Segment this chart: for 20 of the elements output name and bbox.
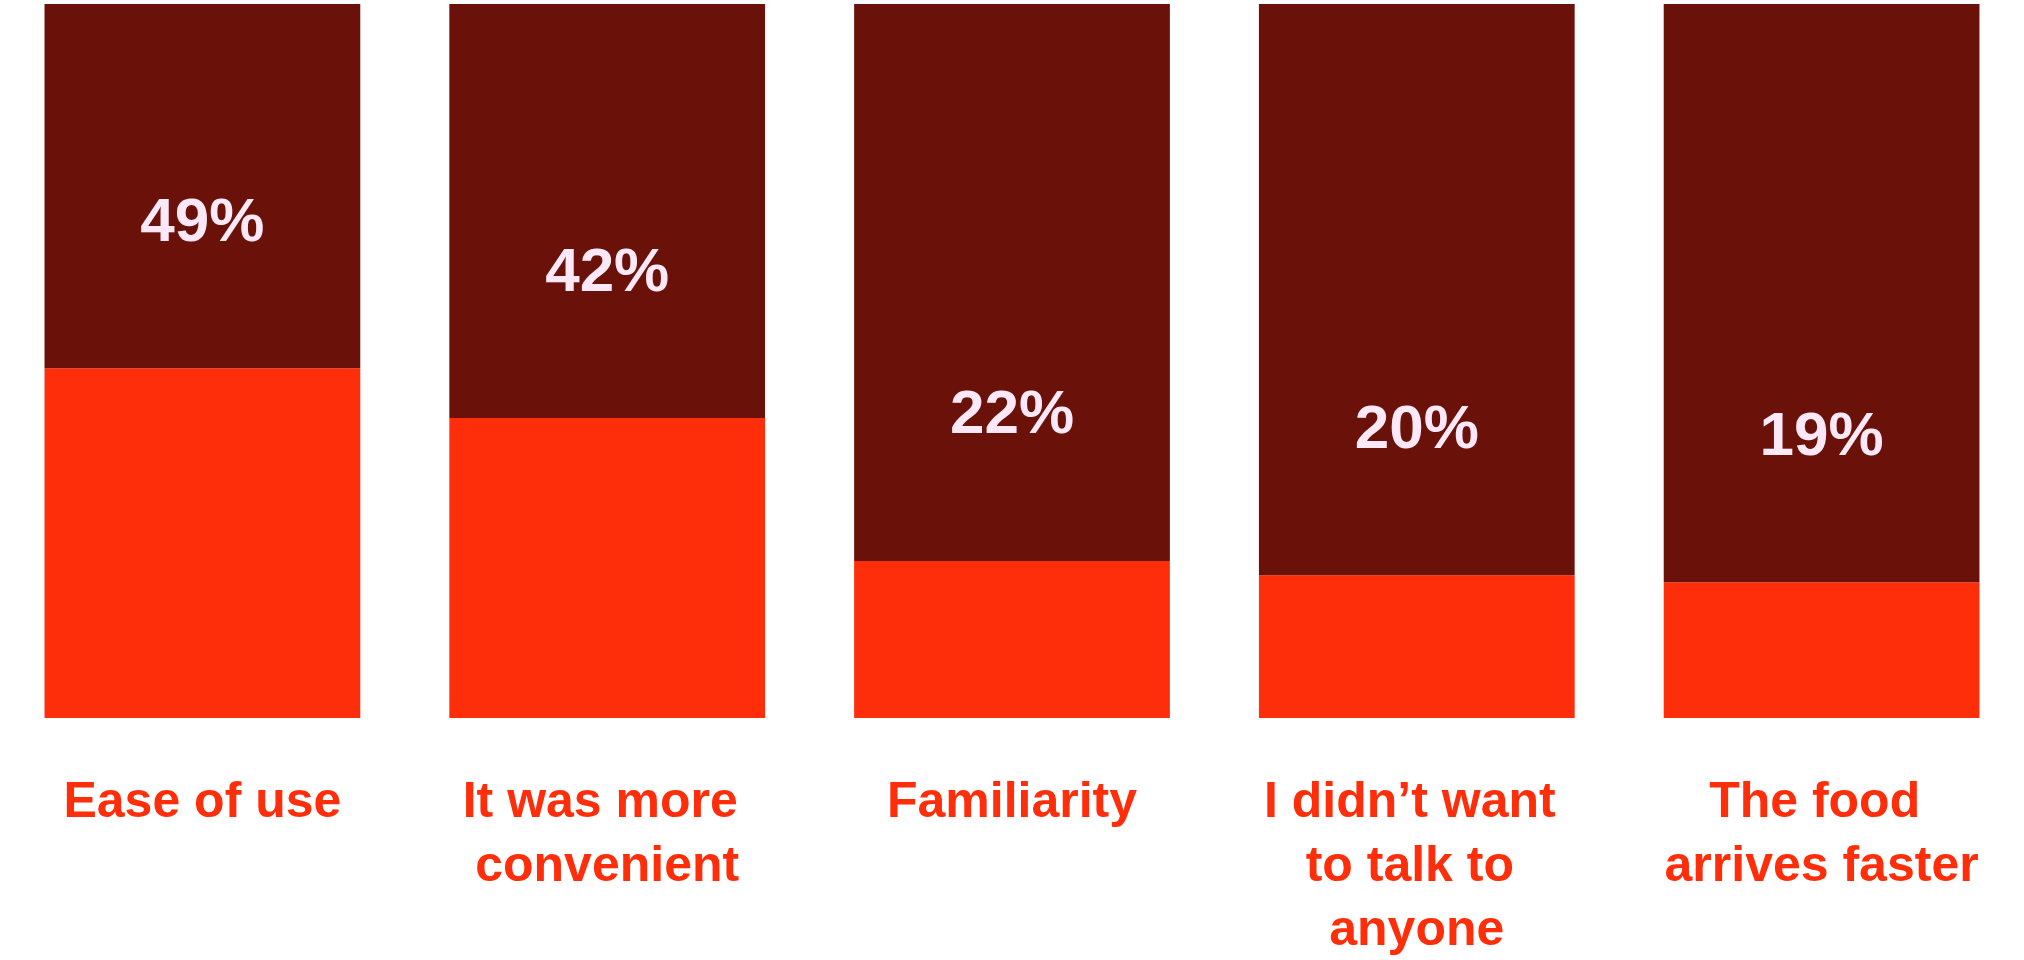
bar [44,4,361,369]
bar [1258,575,1575,718]
bar [1258,4,1575,576]
data-label: 19% [1759,398,1884,468]
x-tick-label: I didn’t want to talk to anyone [1264,772,1570,956]
data-label: 49% [140,184,265,254]
bar [854,560,1170,718]
x-tick-label: Familiarity [886,772,1138,828]
x-tick-label: Ease of use [63,772,342,828]
bar [1663,4,1980,583]
bar [1663,582,1980,718]
bar [449,418,766,718]
x-tick-label: The food arrives faster [1664,772,1979,892]
bar [44,368,361,718]
data-label: 42% [545,234,670,304]
x-tick-label: It was more convenient [462,772,752,892]
data-label: 20% [1354,391,1479,461]
bar [449,4,766,419]
data-label: 22% [949,377,1075,447]
bar [854,4,1170,561]
